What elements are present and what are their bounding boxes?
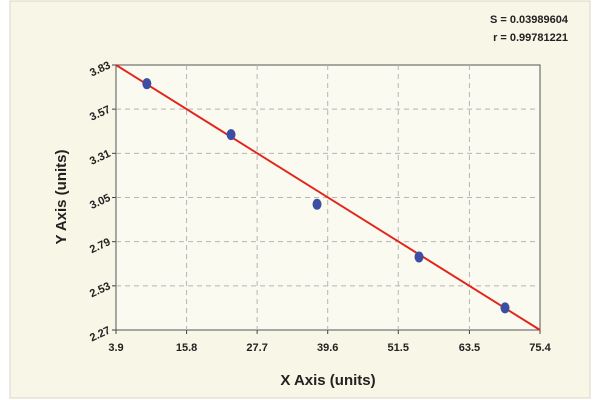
x-tick-label: 51.5: [388, 342, 409, 354]
y-axis-label: Y Axis (units): [53, 149, 70, 244]
x-tick-label: 63.5: [459, 342, 480, 354]
data-point: [312, 198, 322, 210]
x-tick-label: 15.8: [176, 342, 197, 354]
x-tick-label: 75.4: [529, 342, 551, 354]
fit-line: [115, 64, 541, 331]
annotation: S = 0.03989604: [490, 14, 569, 26]
x-tick-label: 3.9: [108, 342, 123, 354]
data-point: [414, 251, 424, 263]
x-axis-label: X Axis (units): [280, 372, 375, 389]
x-tick-label: 27.7: [246, 342, 267, 354]
data-point: [142, 78, 152, 90]
x-tick-label: 39.6: [317, 342, 338, 354]
data-point: [226, 129, 236, 141]
annotation: r = 0.99781221: [493, 32, 568, 44]
data-point: [500, 302, 510, 314]
